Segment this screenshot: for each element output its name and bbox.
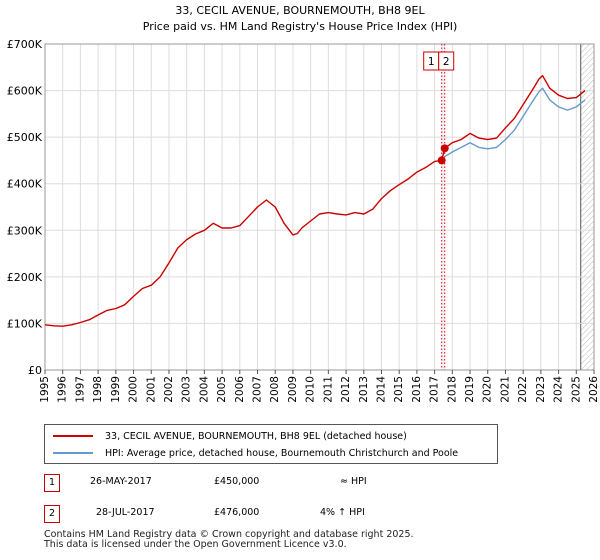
x-tick-label: 2015 xyxy=(393,376,405,403)
x-tick-label: 2019 xyxy=(464,376,476,403)
legend-entry-property: 33, CECIL AVENUE, BOURNEMOUTH, BH8 9EL (… xyxy=(53,428,407,444)
sale-marker-label: 1 xyxy=(428,56,435,68)
transaction-price: £476,000 xyxy=(214,507,260,518)
x-tick-label: 2002 xyxy=(163,376,175,403)
x-tick-label: 1998 xyxy=(92,376,104,403)
x-tick-label: 2003 xyxy=(181,376,193,403)
series-line-hpi xyxy=(444,87,586,158)
legend-swatch-property xyxy=(53,435,93,437)
footer: Contains HM Land Registry data © Crown c… xyxy=(44,530,414,550)
forecast-hatch xyxy=(580,44,594,370)
x-tick-label: 2026 xyxy=(588,376,600,403)
x-tick-label: 2012 xyxy=(340,376,352,403)
transaction-badge: 1 xyxy=(44,474,60,492)
footer-licence: This data is licensed under the Open Gov… xyxy=(44,539,347,550)
x-tick-label: 1996 xyxy=(57,376,69,403)
x-tick-label: 2006 xyxy=(234,376,246,403)
x-tick-label: 2007 xyxy=(252,376,264,403)
y-tick-label: £0 xyxy=(28,364,42,377)
legend-entry-hpi: HPI: Average price, detached house, Bour… xyxy=(53,445,458,461)
x-tick-label: 2008 xyxy=(269,376,281,403)
y-tick-label: £300K xyxy=(7,224,43,237)
x-tick-label: 2004 xyxy=(198,376,210,403)
y-tick-label: £600K xyxy=(7,85,43,98)
x-tick-label: 1999 xyxy=(110,376,122,403)
x-tick-label: 2001 xyxy=(145,376,157,403)
y-tick-label: £700K xyxy=(7,38,43,51)
x-tick-label: 2016 xyxy=(411,376,423,403)
legend-label-hpi: HPI: Average price, detached house, Bour… xyxy=(105,447,459,459)
x-tick-label: 2020 xyxy=(482,376,494,403)
sale-point xyxy=(437,156,446,165)
transaction-badge: 2 xyxy=(44,505,60,523)
chart: 33, CECIL AVENUE, BOURNEMOUTH, BH8 9EL P… xyxy=(7,4,600,403)
y-tick-label: £400K xyxy=(7,178,43,191)
y-tick-label: £100K xyxy=(7,317,43,330)
x-tick-label: 1995 xyxy=(39,376,51,403)
y-tick-label: £500K xyxy=(7,131,43,144)
x-tick-label: 2013 xyxy=(358,376,370,403)
legend-label-property: 33, CECIL AVENUE, BOURNEMOUTH, BH8 9EL (… xyxy=(105,430,407,442)
transaction-date: 26-MAY-2017 xyxy=(90,476,152,487)
x-tick-label: 2022 xyxy=(517,376,529,403)
series-line-property xyxy=(44,74,586,327)
x-tick-label: 2024 xyxy=(553,376,565,403)
plot-area xyxy=(45,44,594,370)
x-tick-label: 2017 xyxy=(429,376,441,403)
transaction-price: £450,000 xyxy=(214,476,260,487)
x-tick-label: 2011 xyxy=(322,376,334,403)
legend: 33, CECIL AVENUE, BOURNEMOUTH, BH8 9EL (… xyxy=(44,424,498,464)
transaction-hpi: ≈ HPI xyxy=(340,476,367,487)
x-tick-label: 2009 xyxy=(287,376,299,403)
x-tick-label: 2000 xyxy=(128,376,140,403)
y-tick-label: £200K xyxy=(7,271,43,284)
x-tick-label: 2025 xyxy=(570,376,582,403)
footer-copyright: Contains HM Land Registry data © Crown c… xyxy=(44,529,414,540)
chart-subtitle: Price paid vs. HM Land Registry's House … xyxy=(143,20,458,33)
sale-marker-box xyxy=(438,51,455,71)
x-tick-label: 2018 xyxy=(446,376,458,403)
sale-point xyxy=(440,144,449,153)
legend-swatch-hpi xyxy=(53,452,93,454)
sale-highlight xyxy=(441,44,445,370)
sale-marker-label: 2 xyxy=(443,56,450,68)
plot-frame xyxy=(44,43,595,371)
x-tick-label: 2010 xyxy=(305,376,317,403)
transaction-date: 28-JUL-2017 xyxy=(96,507,155,518)
x-tick-label: 2005 xyxy=(216,376,228,403)
x-tick-label: 2014 xyxy=(375,376,387,403)
x-tick-label: 2023 xyxy=(535,376,547,403)
x-tick-label: 1997 xyxy=(74,376,86,403)
transaction-hpi: 4% ↑ HPI xyxy=(320,507,365,518)
chart-title: 33, CECIL AVENUE, BOURNEMOUTH, BH8 9EL xyxy=(175,4,425,17)
x-tick-label: 2021 xyxy=(499,376,511,403)
